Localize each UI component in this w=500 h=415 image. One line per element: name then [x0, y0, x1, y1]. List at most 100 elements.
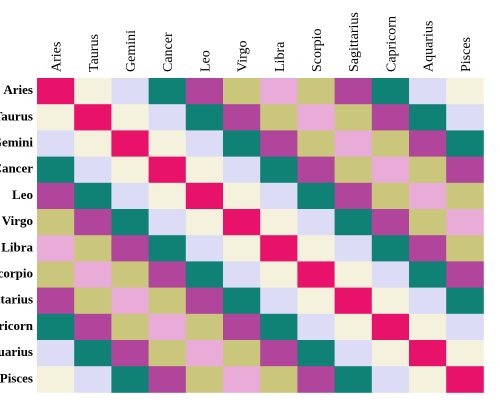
grid-cell — [409, 156, 447, 184]
grid-cell — [446, 104, 484, 131]
grid-cell — [260, 313, 298, 341]
row-label: Pisces — [0, 370, 33, 385]
grid-cell — [446, 235, 484, 262]
grid-cell — [74, 287, 112, 315]
grid-cell — [37, 366, 75, 393]
grid-cell — [334, 78, 373, 105]
column-label: Capricorn — [384, 16, 399, 72]
grid-cell — [74, 366, 112, 393]
grid-cell — [74, 104, 112, 131]
grid-cell — [409, 340, 447, 367]
grid-cell — [74, 235, 112, 262]
grid-cell — [185, 313, 224, 341]
grid-cell — [297, 313, 335, 341]
grid-cell — [111, 104, 149, 131]
grid-cell — [371, 130, 410, 157]
grid-cell — [260, 287, 298, 315]
column-label: Sagittarius — [347, 12, 362, 72]
grid-cell — [111, 235, 149, 262]
grid-cell — [409, 209, 447, 236]
grid-cell — [297, 104, 335, 131]
grid-cell — [148, 313, 187, 341]
grid-cell — [260, 340, 298, 367]
row-label: Libra — [1, 239, 33, 254]
grid-cell — [74, 78, 112, 105]
grid-cell — [185, 130, 224, 157]
grid-cell — [334, 261, 373, 288]
row-label: Aquarius — [0, 344, 33, 359]
grid-cell — [371, 287, 410, 315]
grid-cell — [334, 130, 373, 157]
grid-cell — [74, 130, 112, 157]
grid-cell — [148, 340, 187, 367]
grid-cell — [446, 209, 484, 236]
row-label: Scorpio — [0, 265, 33, 280]
grid-cell — [111, 78, 149, 105]
grid-cell — [334, 182, 373, 210]
grid-cell — [409, 130, 447, 157]
grid-cell — [409, 287, 447, 315]
grid-cell — [334, 313, 373, 341]
grid-cell — [409, 313, 447, 341]
grid-cell — [409, 182, 447, 210]
grid-cell — [148, 287, 187, 315]
grid-cell — [148, 104, 187, 131]
grid-cell — [74, 156, 112, 184]
grid-cell — [185, 182, 224, 210]
grid-cell — [111, 156, 149, 184]
grid-cell — [223, 78, 261, 105]
grid-cell — [371, 235, 410, 262]
grid-cell — [148, 261, 187, 288]
grid-cell — [223, 340, 261, 367]
grid-cell — [334, 156, 373, 184]
grid-cell — [74, 182, 112, 210]
column-label: Scorpio — [310, 28, 325, 72]
grid-cell — [185, 156, 224, 184]
grid-cell — [446, 261, 484, 288]
grid-cell — [371, 209, 410, 236]
grid-cell — [111, 366, 149, 393]
grid-cell — [37, 78, 75, 105]
grid-cell — [111, 261, 149, 288]
grid-cell — [334, 209, 373, 236]
grid-cell — [446, 313, 484, 341]
grid-cell — [74, 209, 112, 236]
grid-cell — [446, 366, 484, 393]
column-label: Cancer — [161, 32, 176, 72]
grid-cell — [446, 340, 484, 367]
grid-cell — [223, 366, 261, 393]
grid-cell — [111, 130, 149, 157]
grid-cell — [371, 366, 410, 393]
grid-cell — [409, 78, 447, 105]
grid-cell — [74, 261, 112, 288]
grid-cell — [223, 209, 261, 236]
grid-cell — [37, 235, 75, 262]
grid-cell — [297, 235, 335, 262]
grid-cell — [74, 340, 112, 367]
grid-cell — [260, 182, 298, 210]
grid-cell — [260, 209, 298, 236]
grid-cell — [446, 78, 484, 105]
grid-cell — [260, 78, 298, 105]
grid-cell — [260, 366, 298, 393]
grid-cell — [409, 104, 447, 131]
grid-cell — [37, 209, 75, 236]
grid-cell — [446, 287, 484, 315]
grid-cell — [37, 340, 75, 367]
grid-cell — [371, 182, 410, 210]
grid-cell — [297, 366, 335, 393]
grid-cell — [371, 261, 410, 288]
grid-cell — [371, 313, 410, 341]
grid-cell — [185, 287, 224, 315]
column-label: Aquarius — [422, 21, 437, 72]
grid-cell — [185, 235, 224, 262]
column-label: Taurus — [87, 34, 102, 72]
grid-cell — [223, 156, 261, 184]
grid-cell — [260, 261, 298, 288]
grid-cell — [111, 340, 149, 367]
grid-cell — [260, 130, 298, 157]
grid-cell — [148, 78, 187, 105]
grid-cell — [111, 209, 149, 236]
grid-cell — [297, 156, 335, 184]
